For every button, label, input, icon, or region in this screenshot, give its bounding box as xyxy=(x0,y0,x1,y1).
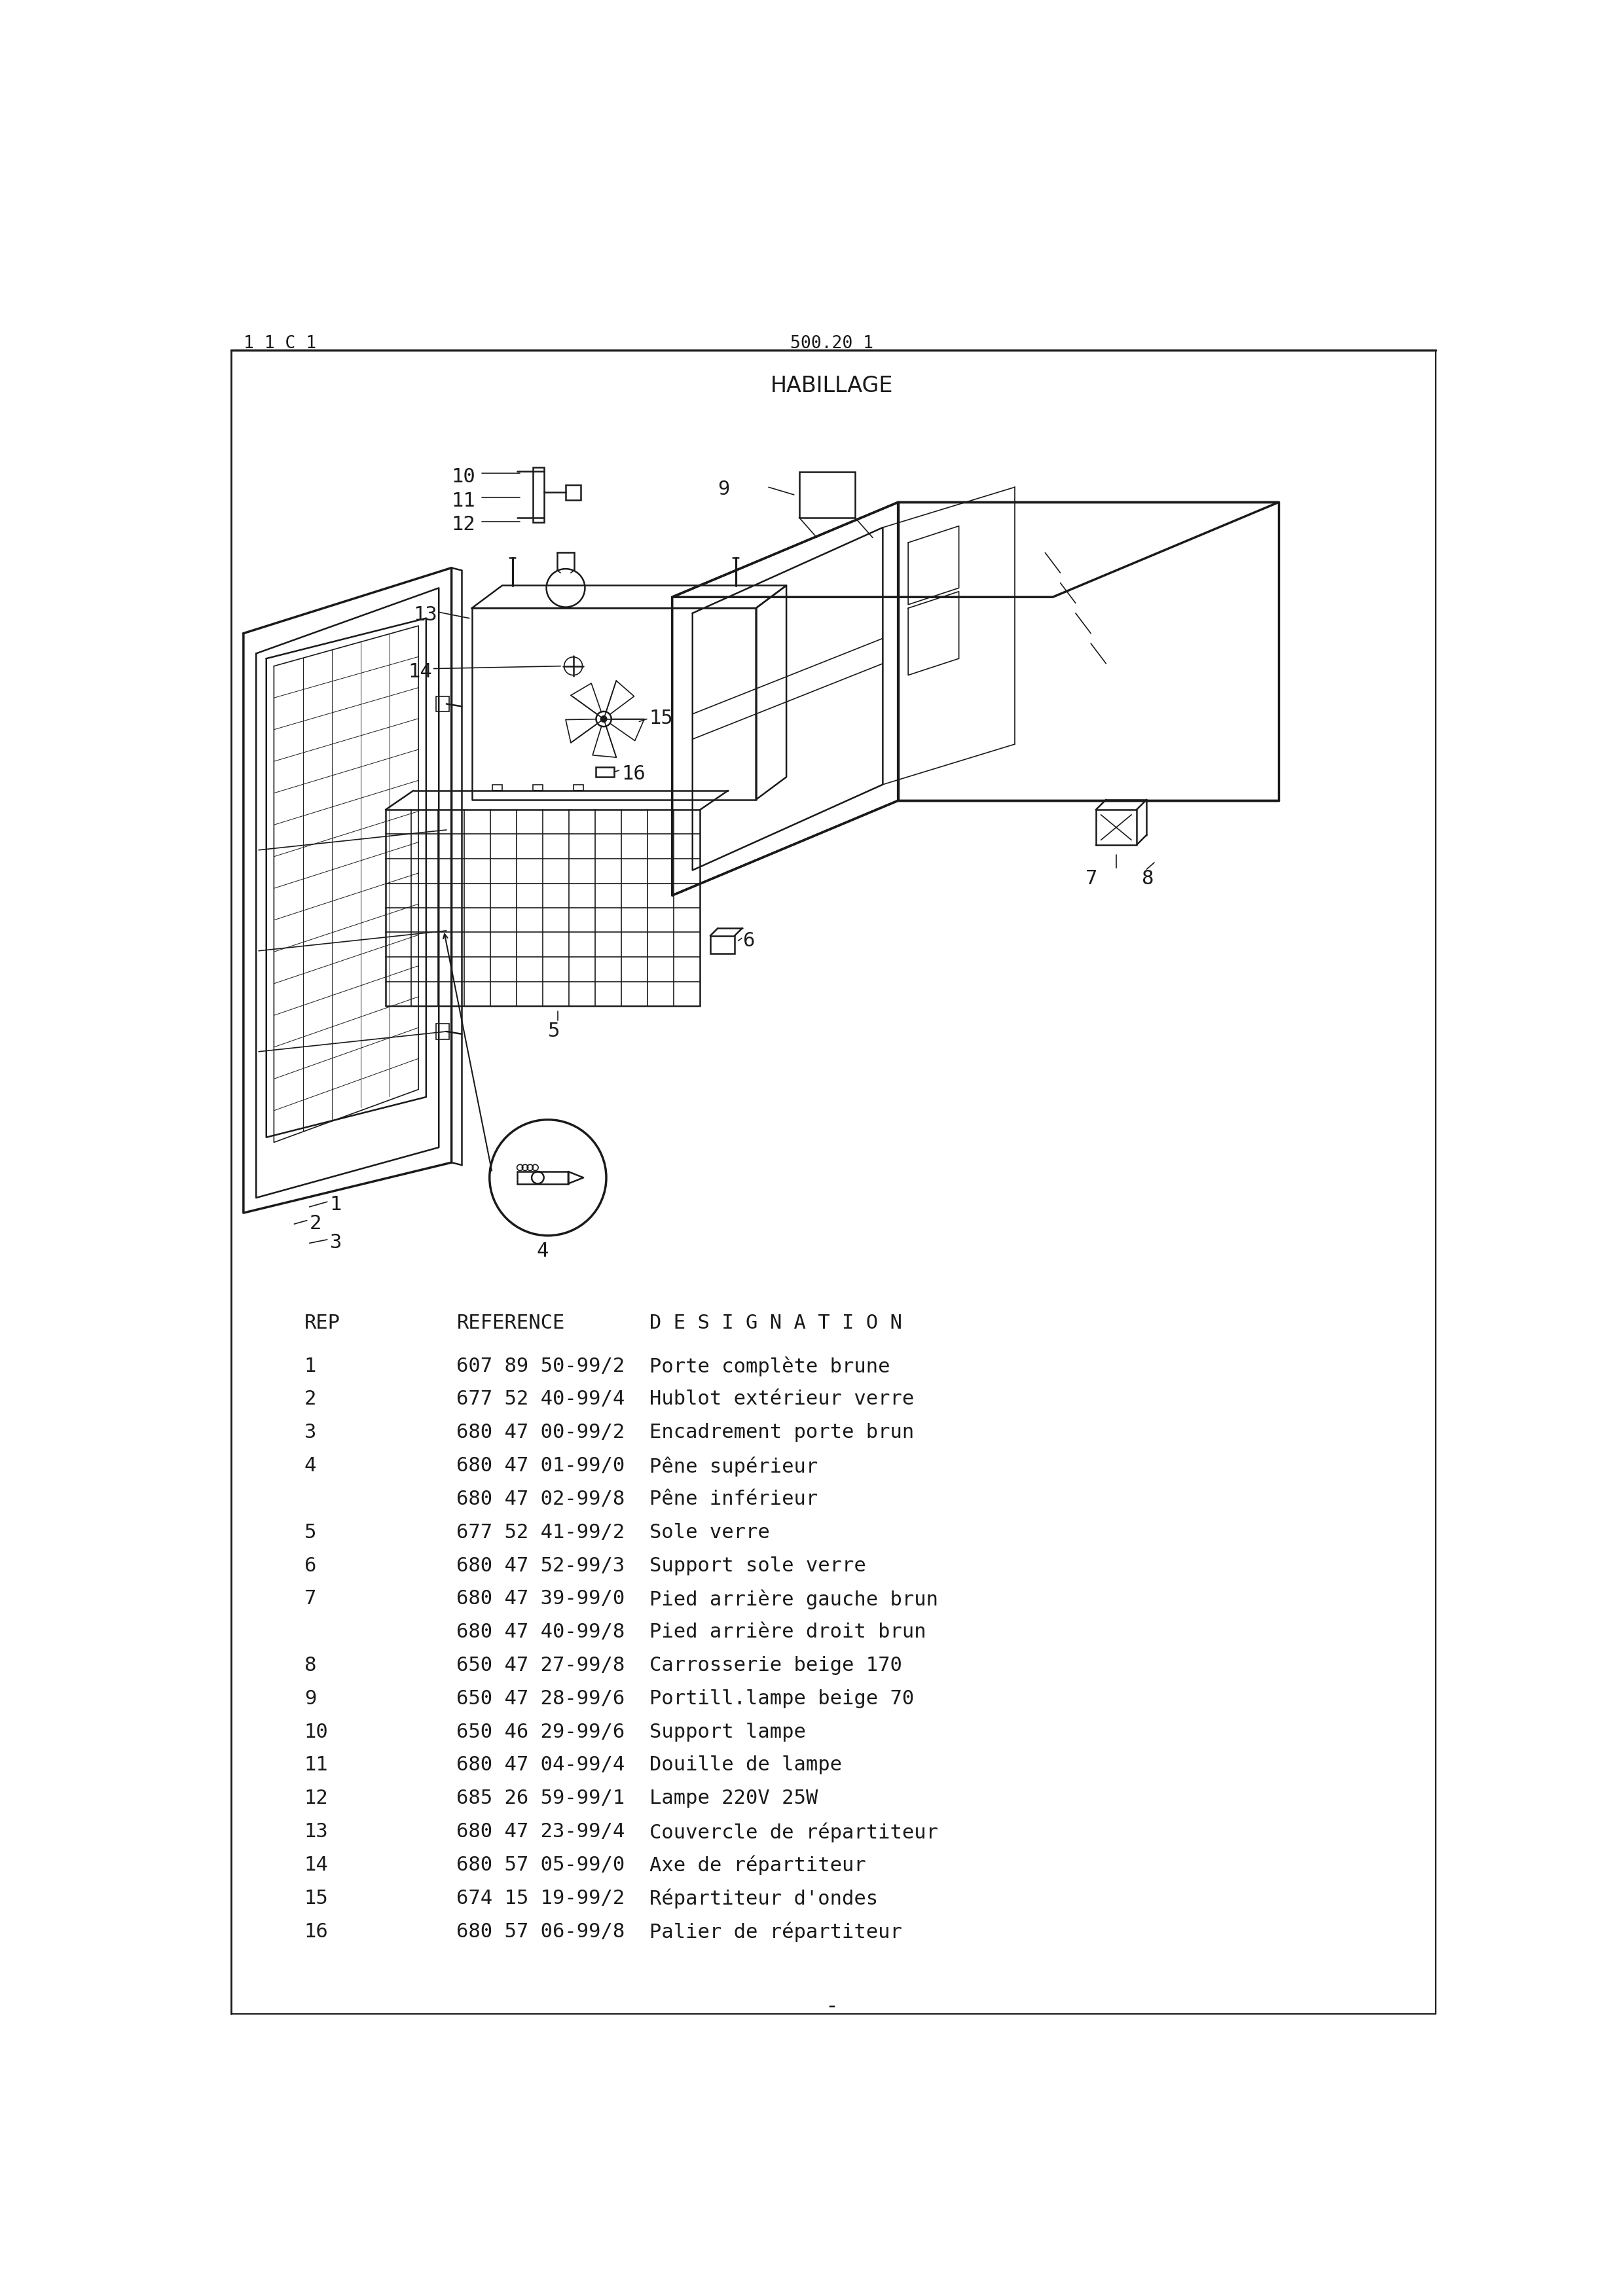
Bar xyxy=(596,767,613,776)
Bar xyxy=(532,466,544,523)
Text: 1: 1 xyxy=(329,1196,342,1215)
Text: Portill.lampe beige 70: Portill.lampe beige 70 xyxy=(649,1690,914,1708)
Text: 13: 13 xyxy=(414,606,438,625)
Text: 680 47 02-99/8: 680 47 02-99/8 xyxy=(456,1490,625,1508)
Bar xyxy=(573,785,583,790)
Text: 11: 11 xyxy=(451,491,476,510)
Text: Carrosserie beige 170: Carrosserie beige 170 xyxy=(649,1655,902,1674)
Text: 680 57 05-99/0: 680 57 05-99/0 xyxy=(456,1855,625,1874)
Text: 680 47 04-99/4: 680 47 04-99/4 xyxy=(456,1756,625,1775)
Text: 16: 16 xyxy=(305,1922,328,1940)
Text: 680 57 06-99/8: 680 57 06-99/8 xyxy=(456,1922,625,1940)
Text: 9: 9 xyxy=(717,480,730,498)
Text: 677 52 40-99/4: 677 52 40-99/4 xyxy=(456,1389,625,1410)
Text: 650 46 29-99/6: 650 46 29-99/6 xyxy=(456,1722,625,1740)
Bar xyxy=(437,1024,450,1040)
Bar xyxy=(518,1171,568,1185)
Text: Porte complète brune: Porte complète brune xyxy=(649,1357,889,1378)
Circle shape xyxy=(596,712,612,726)
Text: 650 47 28-99/6: 650 47 28-99/6 xyxy=(456,1690,625,1708)
Text: 674 15 19-99/2: 674 15 19-99/2 xyxy=(456,1890,625,1908)
Text: 677 52 41-99/2: 677 52 41-99/2 xyxy=(456,1522,625,1543)
Text: 5: 5 xyxy=(305,1522,316,1543)
Text: Hublot extérieur verre: Hublot extérieur verre xyxy=(649,1389,914,1410)
Text: 4: 4 xyxy=(537,1242,549,1261)
Text: 13: 13 xyxy=(305,1823,328,1841)
Text: 685 26 59-99/1: 685 26 59-99/1 xyxy=(456,1789,625,1807)
Text: Pied arrière gauche brun: Pied arrière gauche brun xyxy=(649,1589,938,1609)
Text: Sole verre: Sole verre xyxy=(649,1522,769,1543)
Text: Support lampe: Support lampe xyxy=(649,1722,805,1740)
Text: 680 47 00-99/2: 680 47 00-99/2 xyxy=(456,1424,625,1442)
Text: Lampe 220V 25W: Lampe 220V 25W xyxy=(649,1789,818,1807)
Text: 650 47 27-99/8: 650 47 27-99/8 xyxy=(456,1655,625,1674)
Text: 680 47 40-99/8: 680 47 40-99/8 xyxy=(456,1623,625,1642)
Text: HABILLAGE: HABILLAGE xyxy=(771,374,893,397)
Text: 9: 9 xyxy=(305,1690,316,1708)
Text: 10: 10 xyxy=(451,466,476,487)
Text: 7: 7 xyxy=(1086,870,1097,889)
Text: REP: REP xyxy=(305,1313,341,1332)
Text: 16: 16 xyxy=(622,765,646,783)
Text: 8: 8 xyxy=(1141,870,1154,889)
Text: 15: 15 xyxy=(649,709,674,728)
Text: 15: 15 xyxy=(305,1890,328,1908)
Text: 2: 2 xyxy=(305,1389,316,1410)
Text: 10: 10 xyxy=(305,1722,328,1740)
Text: 3: 3 xyxy=(305,1424,316,1442)
Text: 680 47 52-99/3: 680 47 52-99/3 xyxy=(456,1557,625,1575)
Text: Axe de répartiteur: Axe de répartiteur xyxy=(649,1855,867,1876)
Text: 6: 6 xyxy=(743,932,755,951)
Text: 2: 2 xyxy=(310,1215,321,1233)
Text: 4: 4 xyxy=(305,1456,316,1476)
Text: 12: 12 xyxy=(305,1789,328,1807)
Bar xyxy=(437,696,450,712)
Text: 7: 7 xyxy=(305,1589,316,1607)
Text: Pêne inférieur: Pêne inférieur xyxy=(649,1490,818,1508)
Text: Douille de lampe: Douille de lampe xyxy=(649,1756,842,1775)
Text: 1 1 C 1: 1 1 C 1 xyxy=(243,335,316,351)
Text: 5: 5 xyxy=(549,1022,560,1040)
Text: Pêne supérieur: Pêne supérieur xyxy=(649,1456,818,1476)
Bar xyxy=(711,937,735,953)
Text: 6: 6 xyxy=(305,1557,316,1575)
Bar xyxy=(492,785,502,790)
Text: 607 89 50-99/2: 607 89 50-99/2 xyxy=(456,1357,625,1375)
Bar xyxy=(799,473,855,517)
Bar xyxy=(532,785,542,790)
Text: 3: 3 xyxy=(329,1233,342,1251)
Text: 680 47 39-99/0: 680 47 39-99/0 xyxy=(456,1589,625,1607)
Text: REFERENCE: REFERENCE xyxy=(456,1313,565,1332)
Text: 500.20 1: 500.20 1 xyxy=(790,335,873,351)
Text: 14: 14 xyxy=(305,1855,328,1874)
Text: 680 47 01-99/0: 680 47 01-99/0 xyxy=(456,1456,625,1476)
Text: 8: 8 xyxy=(305,1655,316,1674)
Text: D E S I G N A T I O N: D E S I G N A T I O N xyxy=(649,1313,902,1332)
Text: 14: 14 xyxy=(409,664,432,682)
Text: 12: 12 xyxy=(451,514,476,535)
Text: Pied arrière droit brun: Pied arrière droit brun xyxy=(649,1623,927,1642)
Text: Couvercle de répartiteur: Couvercle de répartiteur xyxy=(649,1823,938,1841)
Circle shape xyxy=(601,716,607,721)
Text: 11: 11 xyxy=(305,1756,328,1775)
Text: 680 47 23-99/4: 680 47 23-99/4 xyxy=(456,1823,625,1841)
Text: -: - xyxy=(824,1995,837,2018)
Text: Encadrement porte brun: Encadrement porte brun xyxy=(649,1424,914,1442)
Text: Répartiteur d'ondes: Répartiteur d'ondes xyxy=(649,1890,878,1908)
Text: 1: 1 xyxy=(305,1357,316,1375)
Bar xyxy=(566,484,581,501)
Text: Palier de répartiteur: Palier de répartiteur xyxy=(649,1922,902,1942)
Bar xyxy=(386,810,700,1006)
Text: Support sole verre: Support sole verre xyxy=(649,1557,867,1575)
